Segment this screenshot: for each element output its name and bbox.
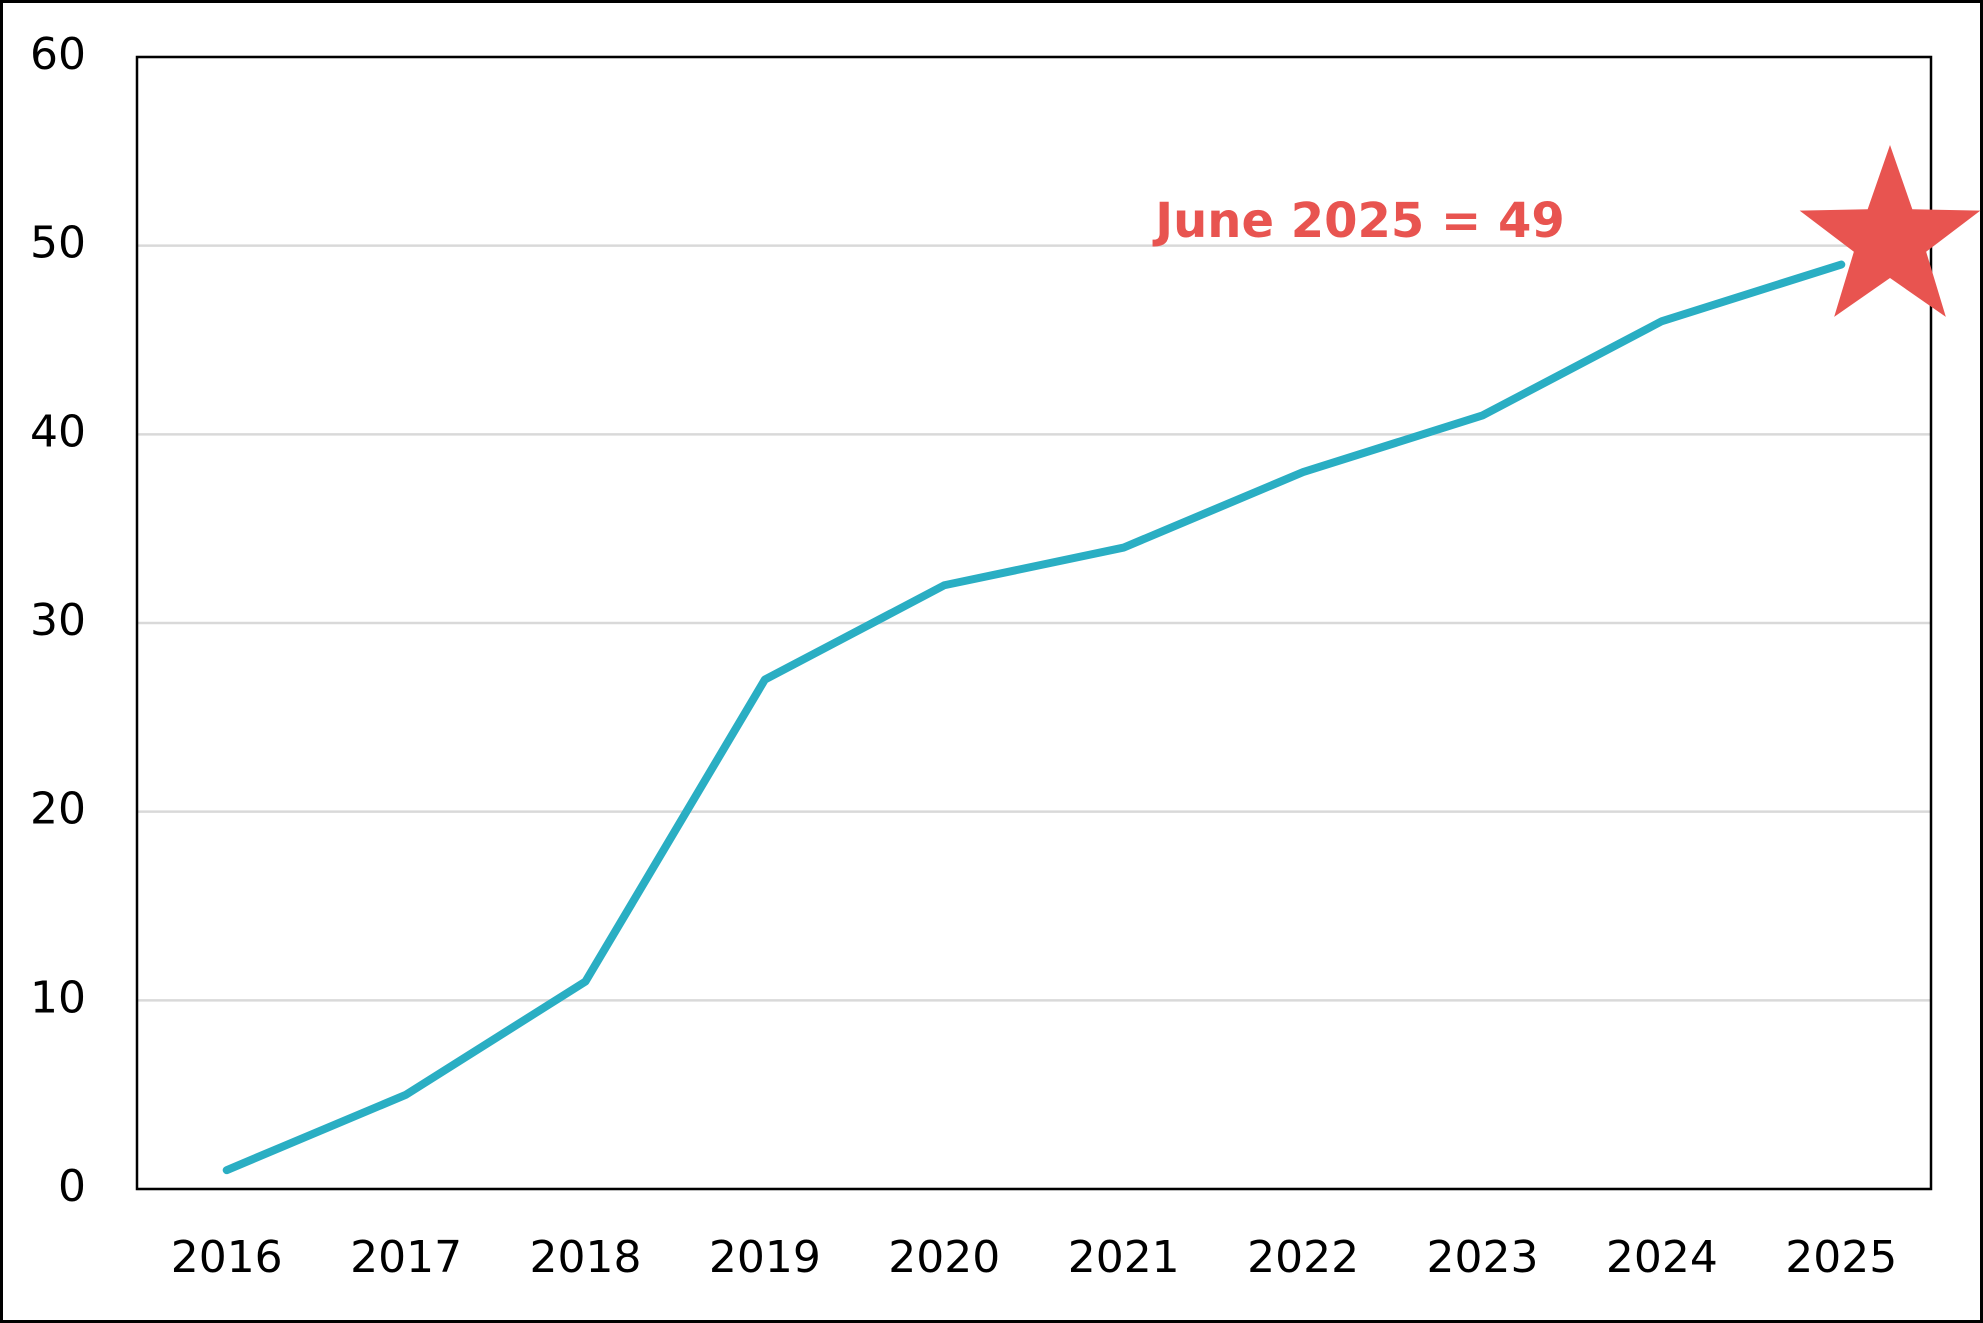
y-tick-label: 40 <box>30 406 86 457</box>
plot-border <box>135 55 1933 1191</box>
y-tick-label: 20 <box>30 784 86 835</box>
x-tick-label: 2022 <box>1247 1232 1359 1283</box>
y-tick-label: 0 <box>58 1161 86 1212</box>
x-tick-label: 2018 <box>530 1232 642 1283</box>
x-tick-label: 2019 <box>709 1232 821 1283</box>
x-tick-label: 2020 <box>888 1232 1000 1283</box>
x-tick-label: 2017 <box>350 1232 462 1283</box>
y-tick-label: 30 <box>30 595 86 646</box>
x-tick-label: 2016 <box>171 1232 283 1283</box>
y-tick-label: 10 <box>30 972 86 1023</box>
x-tick-label: 2021 <box>1068 1232 1180 1283</box>
data-line <box>222 260 1846 1175</box>
star-marker <box>1799 145 1981 317</box>
y-tick-label: 60 <box>30 29 86 80</box>
annotation: June 2025 = 49 <box>1152 193 1565 249</box>
x-tick-label: 2025 <box>1785 1232 1897 1283</box>
x-tick-label: 2024 <box>1606 1232 1718 1283</box>
x-tick-label: 2023 <box>1427 1232 1539 1283</box>
y-tick-label: 50 <box>30 218 86 269</box>
